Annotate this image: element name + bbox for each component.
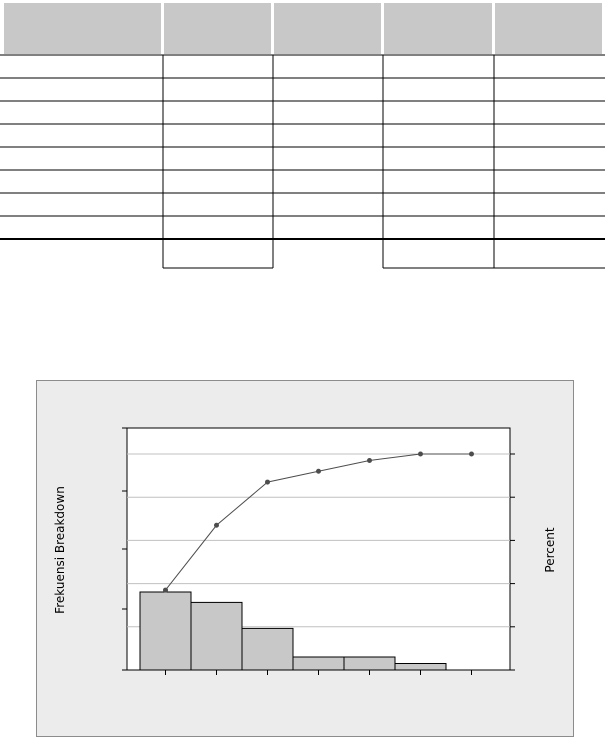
y-axis-label-right-text: Percent <box>543 527 557 573</box>
table-header-cell <box>4 3 161 54</box>
cumulative-point <box>418 451 423 457</box>
cumulative-point <box>214 522 219 528</box>
pareto-bar <box>343 656 396 671</box>
data-table-grid <box>0 3 605 269</box>
table-header-cell <box>384 3 492 54</box>
pareto-bar <box>139 591 192 671</box>
y-axis-label-left-text: Frekuensi Breakdown <box>53 486 67 614</box>
pareto-bar <box>241 627 294 671</box>
table-header-cell <box>495 3 602 54</box>
cumulative-point <box>367 457 372 463</box>
table-header-cell <box>274 3 381 54</box>
pareto-bar <box>190 601 243 671</box>
pareto-bar <box>292 656 345 671</box>
plot-area <box>126 427 511 671</box>
cumulative-point <box>265 479 270 485</box>
cumulative-point <box>316 468 321 474</box>
table-header-cell <box>164 3 271 54</box>
pareto-bar <box>394 663 447 671</box>
data-table <box>0 0 605 270</box>
cumulative-point <box>469 451 474 457</box>
cumulative-point <box>163 587 168 593</box>
